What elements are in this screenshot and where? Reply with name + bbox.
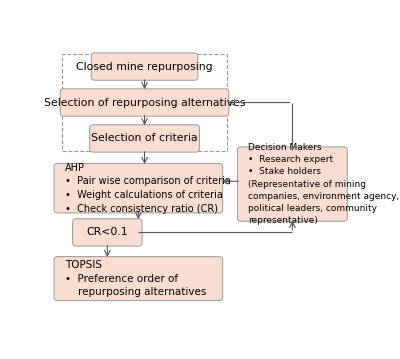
Text: Selection of repurposing alternatives: Selection of repurposing alternatives [44, 98, 245, 107]
FancyBboxPatch shape [54, 257, 223, 300]
Text: Decision Makers
•  Research expert
•  Stake holders
(Representative of mining
co: Decision Makers • Research expert • Stak… [248, 143, 399, 225]
FancyBboxPatch shape [60, 89, 229, 116]
Text: Closed mine repurposing: Closed mine repurposing [76, 62, 213, 71]
FancyBboxPatch shape [91, 53, 198, 80]
Bar [62, 54, 227, 151]
FancyBboxPatch shape [54, 163, 223, 213]
Text: CR<0.1: CR<0.1 [86, 228, 128, 237]
FancyBboxPatch shape [90, 125, 200, 152]
FancyBboxPatch shape [73, 219, 142, 246]
Text: TOPSIS
•  Preference order of
    repurposing alternatives: TOPSIS • Preference order of repurposing… [64, 260, 206, 297]
Text: AHP
•  Pair wise comparison of criteria
•  Weight calculations of criteria
•  Ch: AHP • Pair wise comparison of criteria •… [64, 163, 230, 214]
FancyBboxPatch shape [238, 147, 347, 221]
Text: Selection of criteria: Selection of criteria [91, 134, 198, 144]
